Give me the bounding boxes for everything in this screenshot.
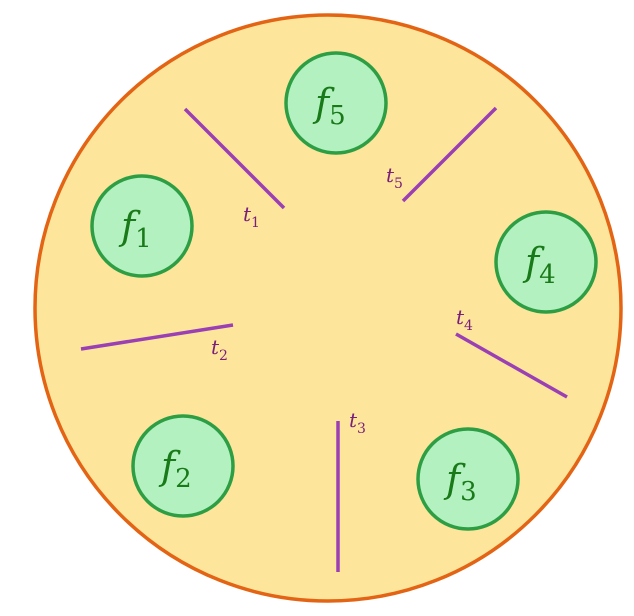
philosopher-circle-2 <box>131 414 235 518</box>
tool-line-1 <box>183 107 286 210</box>
philosopher-label-3: f3 <box>443 457 477 507</box>
philosopher-circle-1 <box>90 174 194 278</box>
philosopher-label-4: f4 <box>522 240 556 290</box>
tool-label-2: t2 <box>211 335 228 364</box>
tool-label-5: t5 <box>386 163 403 192</box>
philosopher-2: f2 <box>131 414 235 518</box>
philosopher-4: f4 <box>494 210 598 314</box>
philosopher-5: f5 <box>284 51 388 155</box>
philosopher-circle-3 <box>416 427 520 531</box>
tool-label-3: t3 <box>349 408 366 437</box>
philosopher-circle-4 <box>494 210 598 314</box>
tool-line-5 <box>401 106 498 203</box>
tool-label-1: t1 <box>243 202 260 231</box>
tool-label-4: t4 <box>456 305 473 334</box>
philosopher-1: f1 <box>90 174 194 278</box>
philosopher-circle-5 <box>284 51 388 155</box>
tool-line-4 <box>455 332 568 399</box>
tool-line-2 <box>80 323 234 351</box>
philosopher-3: f3 <box>416 427 520 531</box>
